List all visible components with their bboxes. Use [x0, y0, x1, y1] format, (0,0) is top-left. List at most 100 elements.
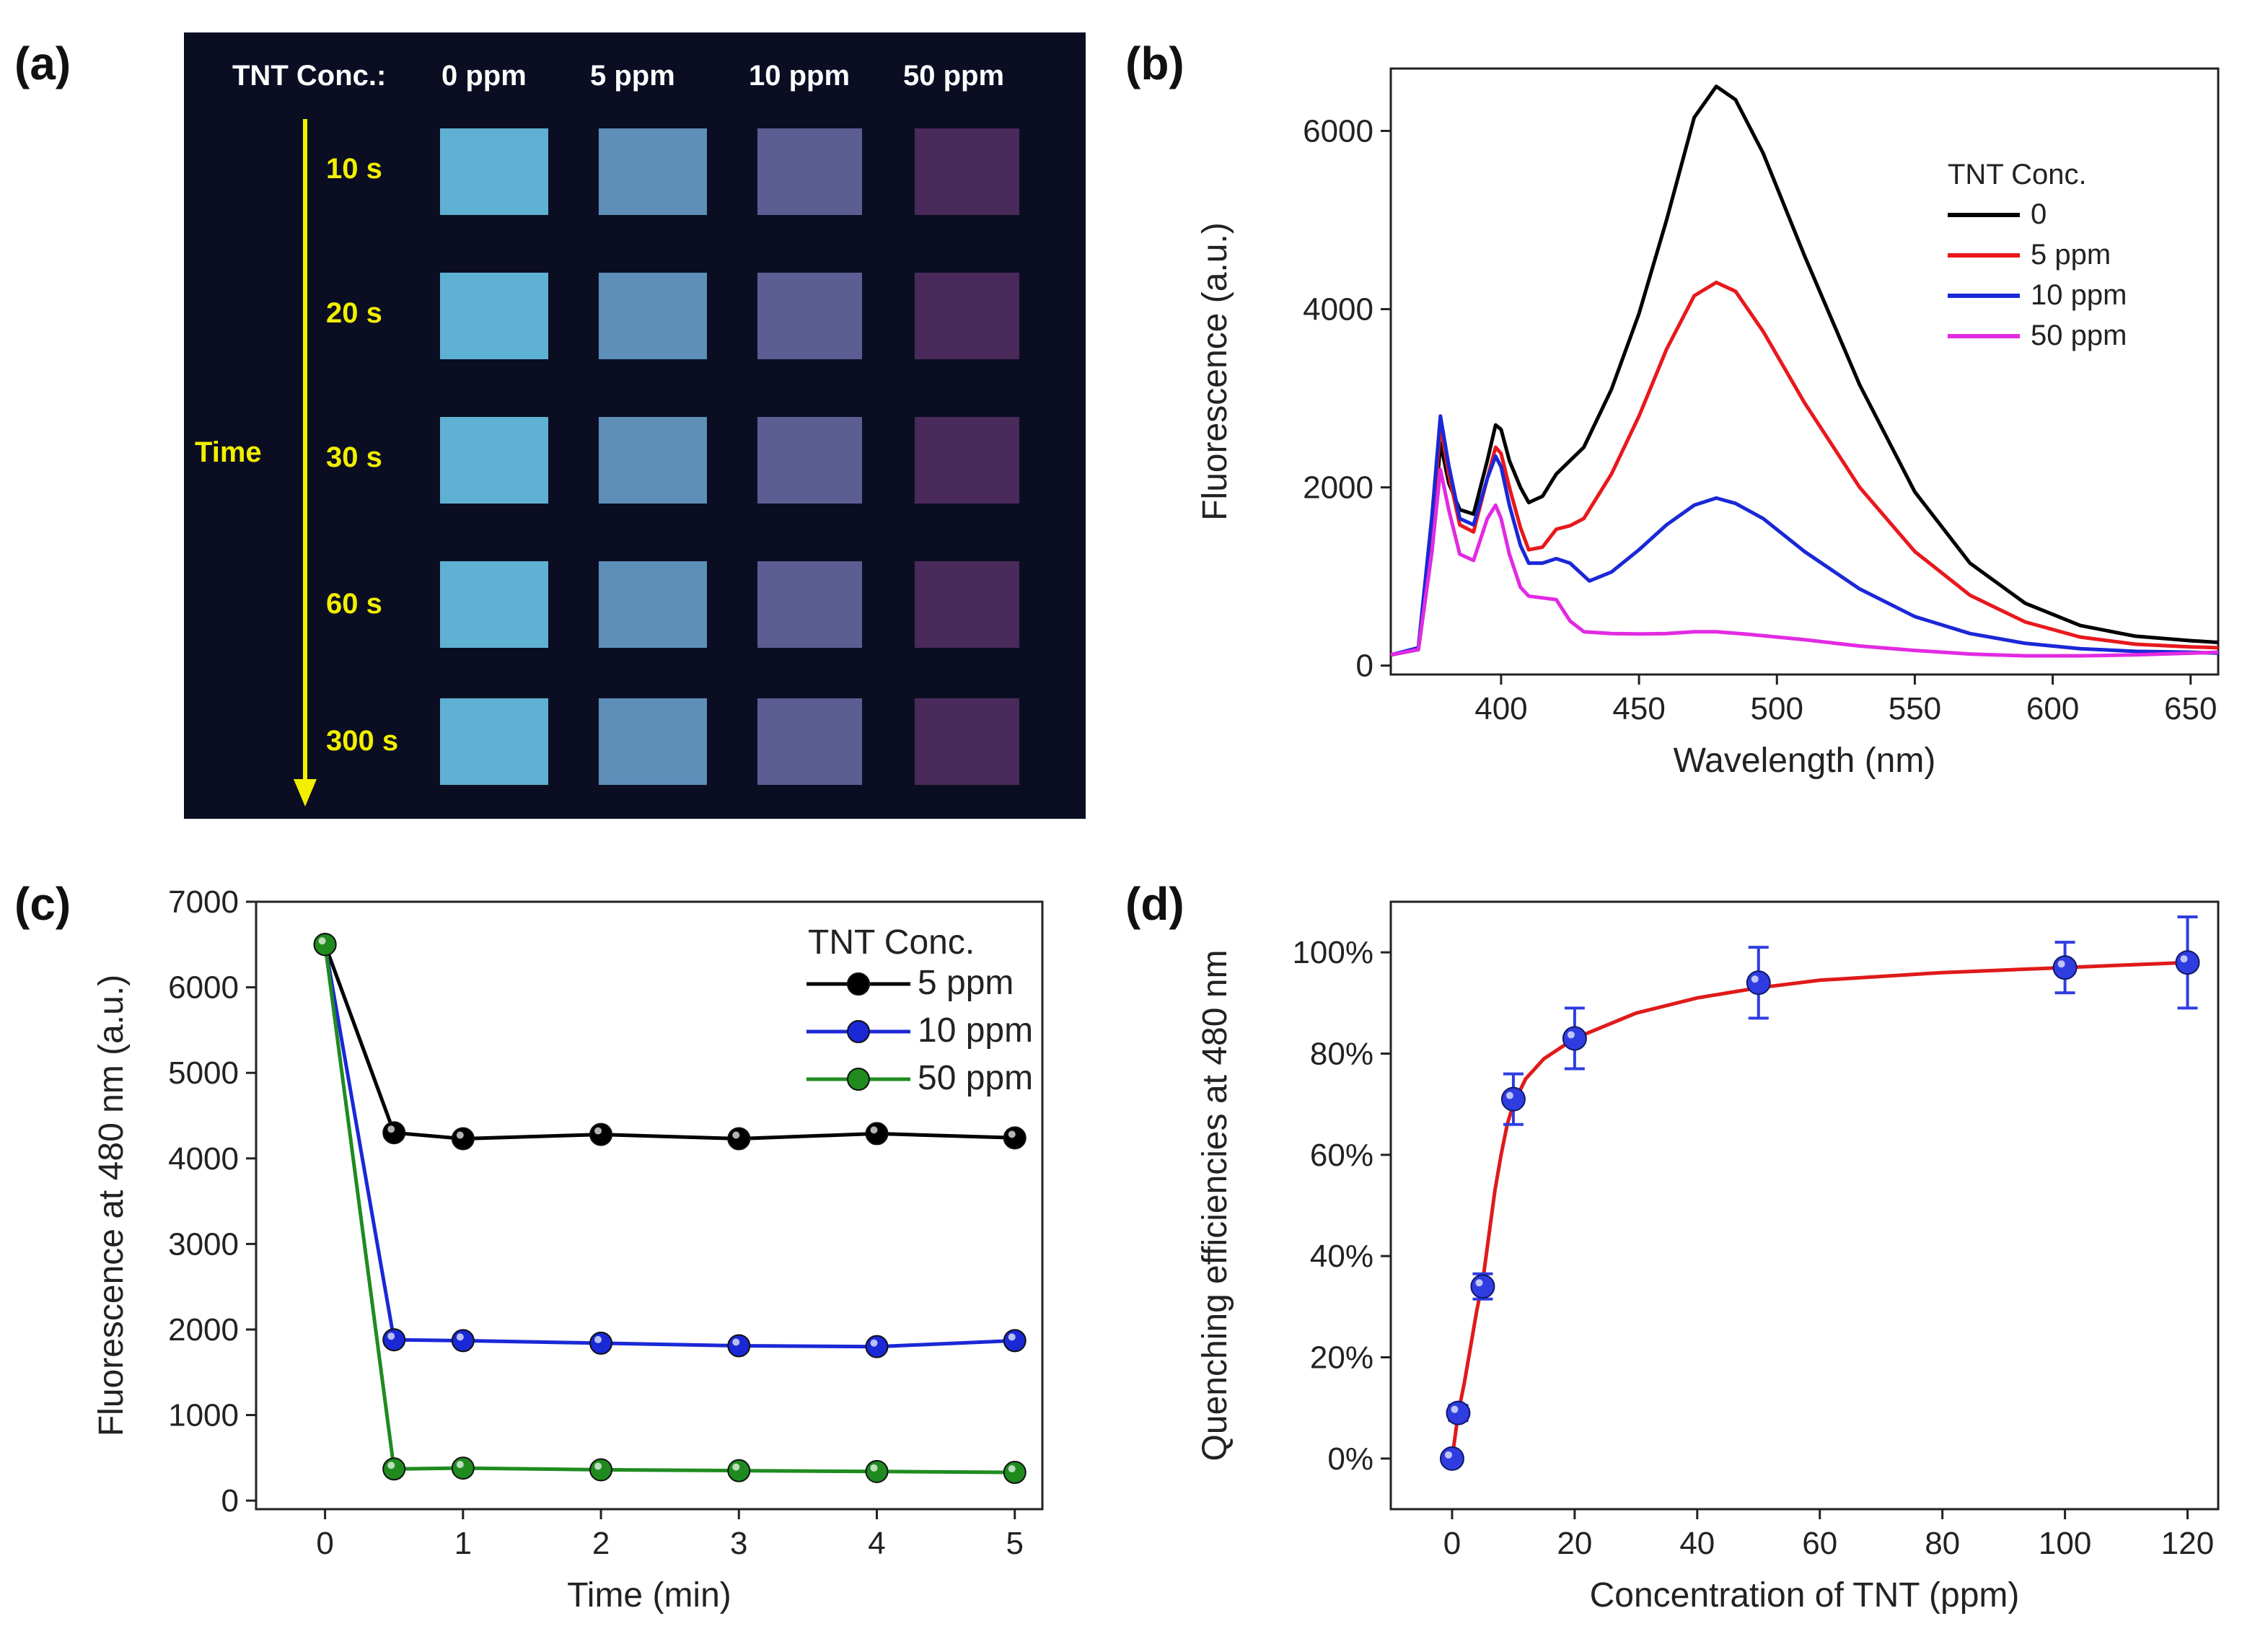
data-point-s2-3	[589, 1458, 613, 1482]
y-tick-label: 0	[1356, 649, 1373, 684]
x-tick-label: 500	[1751, 691, 1803, 726]
x-tick-label: 2	[592, 1526, 610, 1561]
chart-b: 400 450 500 550 600 650 0 2000 4000 6000 Wavelengt…	[1196, 67, 2220, 780]
swatch-r2-c2	[757, 417, 862, 504]
data-point-highlight	[1451, 1405, 1459, 1413]
conc-label-2: 10 ppm	[749, 60, 850, 92]
data-point-s2-2	[451, 1457, 475, 1480]
x-tick-label: 4	[868, 1526, 885, 1561]
data-point-s2-6	[1003, 1461, 1027, 1485]
data-point-s0-3	[589, 1122, 613, 1146]
x-axis-label: Concentration of TNT (ppm)	[1590, 1576, 2020, 1614]
panel-label-c: (c)	[14, 878, 71, 930]
x-tick-label: 650	[2164, 691, 2217, 726]
data-point-highlight	[732, 1338, 740, 1346]
y-tick-label: 20%	[1310, 1340, 1373, 1376]
x-tick-label: 0	[1443, 1526, 1461, 1561]
data-point-highlight	[318, 937, 326, 945]
data-point-4	[1562, 1026, 1587, 1051]
data-point-highlight	[1751, 975, 1759, 983]
swatch-r3-c0	[440, 561, 548, 648]
data-point-s2-5	[865, 1459, 889, 1483]
series-line-0	[1390, 84, 2219, 657]
swatch-r2-c1	[599, 417, 707, 504]
data-point-highlight	[732, 1463, 740, 1471]
series-line-1	[323, 944, 1015, 1349]
y-tick-label: 4000	[1303, 292, 1373, 328]
x-axis-label: Wavelength (nm)	[1674, 742, 1936, 780]
series-line-0	[323, 944, 1015, 1141]
legend-label-1: 10 ppm	[918, 1011, 1033, 1050]
series-line-1	[1390, 281, 2219, 657]
data-point-highlight	[1475, 1279, 1483, 1287]
panel-label-a: (a)	[14, 38, 71, 89]
time-label-2: 30 s	[326, 441, 382, 473]
data-point-highlight	[456, 1461, 464, 1469]
panel-a-photo: TNT Conc.: 0 ppm 5 ppm 10 ppm 50 ppm Tim…	[184, 32, 1086, 819]
y-tick-label: 1000	[168, 1398, 239, 1433]
data-point-5	[1746, 970, 1771, 996]
chart-d: 0 20 40 60 80 100 120 0% 20% 40% 60% 80% 100% Concent…	[1196, 900, 2220, 1614]
data-point-0	[1439, 1446, 1464, 1471]
data-point-highlight	[1567, 1031, 1575, 1039]
swatch-r3-c3	[915, 561, 1019, 648]
x-tick-label: 0	[316, 1526, 333, 1561]
data-point-highlight	[387, 1332, 395, 1340]
data-point-highlight	[387, 1462, 395, 1469]
data-point-s0-4	[727, 1127, 751, 1151]
series-line-3	[1390, 467, 2219, 658]
x-tick-label: 550	[1889, 691, 1941, 726]
swatch-r2-c0	[440, 417, 548, 504]
legend-label-0: 5 ppm	[918, 964, 1014, 1002]
swatch-r1-c3	[915, 273, 1019, 359]
swatch-r0-c1	[599, 128, 707, 215]
data-point-s0-1	[382, 1121, 406, 1145]
swatch-r3-c2	[757, 561, 862, 648]
data-point-s1-5	[865, 1335, 889, 1358]
data-point-s2-1	[382, 1457, 406, 1481]
x-tick-label: 3	[730, 1526, 747, 1561]
series-line-2	[323, 944, 1015, 1475]
legend-title: TNT Conc.	[808, 923, 975, 962]
x-tick-label: 600	[2026, 691, 2079, 726]
data-point-s1-3	[589, 1331, 613, 1355]
data-point-s1-1	[382, 1328, 406, 1352]
x-tick-label: 100	[2039, 1526, 2091, 1561]
data-point-highlight	[594, 1127, 602, 1135]
legend-title: TNT Conc.	[1948, 159, 2087, 190]
data-point-s1-2	[451, 1329, 475, 1353]
data-point-highlight	[870, 1464, 878, 1472]
data-point-highlight	[594, 1462, 602, 1470]
swatch-r1-c0	[440, 273, 548, 359]
data-point-s2-4	[727, 1459, 751, 1482]
y-tick-label: 2000	[168, 1312, 239, 1348]
x-tick-label: 400	[1474, 691, 1527, 726]
data-point-highlight	[1008, 1465, 1016, 1473]
swatch-r3-c1	[599, 561, 707, 648]
data-point-highlight	[2057, 960, 2065, 968]
data-point-highlight	[1444, 1451, 1452, 1459]
swatch-r0-c2	[757, 128, 862, 215]
x-tick-label: 1	[454, 1526, 472, 1561]
swatch-r4-c0	[440, 698, 548, 785]
data-point-s1-4	[727, 1334, 751, 1358]
data-point-highlight	[1505, 1091, 1513, 1099]
y-tick-label: 6000	[168, 970, 239, 1006]
y-tick-label: 2000	[1303, 470, 1373, 506]
y-tick-label: 60%	[1310, 1138, 1373, 1173]
y-tick-label: 7000	[168, 884, 239, 920]
data-point-s0-2	[451, 1127, 475, 1151]
y-tick-label: 3000	[168, 1226, 239, 1262]
data-point-highlight	[2180, 955, 2188, 963]
y-axis-label: Quenching efficiencies at 480 nm	[1196, 950, 1234, 1462]
y-tick-label: 100%	[1292, 935, 1373, 970]
y-tick-label: 4000	[168, 1141, 239, 1177]
conc-label-0: 0 ppm	[441, 60, 527, 92]
legend-marker-0	[847, 972, 870, 996]
x-tick-label: 20	[1557, 1526, 1592, 1561]
data-point-highlight	[1008, 1333, 1016, 1341]
x-tick-label: 60	[1802, 1526, 1837, 1561]
data-point-3	[1500, 1086, 1526, 1112]
x-tick-label: 450	[1612, 691, 1665, 726]
data-point-s1-6	[1003, 1329, 1027, 1353]
